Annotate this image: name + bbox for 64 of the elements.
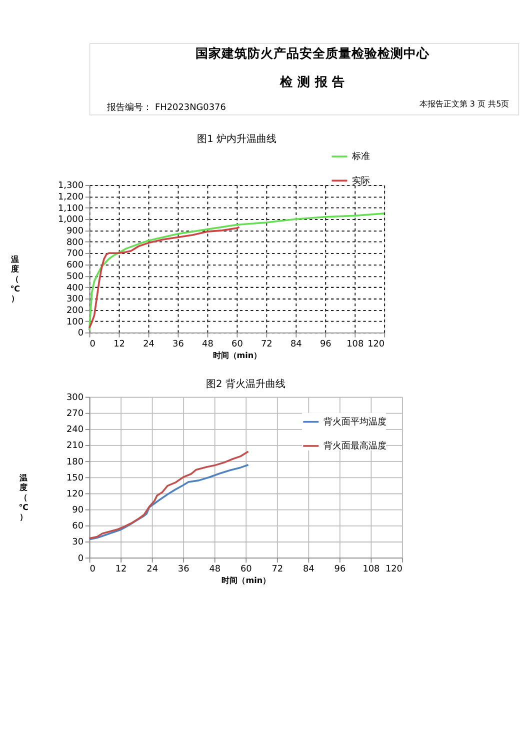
- legend-label: 标准: [351, 151, 370, 162]
- x-tick-label: 120: [385, 564, 403, 574]
- y-tick-label: 1,300: [58, 181, 84, 192]
- y-tick-label: 210: [66, 441, 84, 452]
- y-tick-label: 60: [72, 522, 84, 532]
- text: 报告编号： FH2023NG0376: [106, 102, 226, 114]
- x-tick-label: 36: [172, 339, 184, 350]
- y-tick-label: 180: [66, 457, 84, 468]
- y-tick-label: 600: [66, 260, 84, 271]
- y-tick-label: 100: [66, 317, 84, 328]
- y-tick-label: 150: [66, 473, 84, 484]
- y-tick-label: 900: [66, 226, 84, 237]
- x-tick-label: 60: [240, 564, 252, 574]
- y-axis-title: 温度（℃）: [18, 473, 29, 522]
- chart-title: 图2 背火温升曲线: [206, 378, 286, 390]
- x-tick-label: 72: [261, 339, 272, 350]
- y-tick-label: 120: [66, 489, 84, 500]
- x-tick-label: 108: [362, 564, 380, 574]
- y-tick-label: 200: [66, 306, 84, 316]
- y-tick-label: 400: [66, 283, 84, 294]
- x-tick-label: 48: [209, 564, 221, 574]
- y-tick-label: 30: [72, 538, 84, 548]
- x-axis-title: 时间（min）: [222, 576, 271, 586]
- line-series: [88, 226, 240, 329]
- y-tick-label: 0: [78, 554, 84, 564]
- x-tick-label: 96: [320, 339, 332, 350]
- x-tick-label: 48: [202, 339, 214, 350]
- x-axis-title: 时间（min）: [212, 350, 262, 360]
- x-tick-label: 24: [146, 564, 158, 574]
- y-tick-label: 1,100: [58, 204, 84, 214]
- y-tick-label: 270: [66, 409, 84, 420]
- y-tick-label: 700: [66, 249, 84, 260]
- x-tick-label: 60: [232, 339, 244, 350]
- y-tick-label: 240: [66, 425, 84, 436]
- x-tick-label: 12: [114, 339, 125, 350]
- line-series: [88, 464, 250, 540]
- y-tick-label: 1,200: [58, 192, 84, 203]
- x-tick-label: 0: [90, 339, 96, 350]
- x-tick-label: 84: [302, 564, 315, 574]
- legend-label: 实际: [352, 175, 370, 186]
- x-tick-label: 24: [143, 339, 155, 350]
- x-tick-label: 12: [115, 564, 127, 574]
- y-tick-label: 300: [66, 392, 84, 403]
- y-tick-label: 0: [78, 328, 84, 339]
- x-tick-label: 96: [334, 564, 346, 574]
- text: 国家建筑防火产品安全质量检验检测中心: [196, 45, 431, 60]
- text: 本报告正文第 3 页 共5页: [419, 99, 510, 108]
- x-tick-label: 72: [272, 564, 284, 574]
- x-tick-label: 36: [178, 564, 190, 574]
- text: 检 测 报 告: [279, 74, 346, 89]
- legend-label: 背火面平均温度: [323, 416, 386, 428]
- x-tick-label: 0: [90, 564, 96, 574]
- y-axis-title: 温度（℃）: [10, 254, 20, 304]
- chart-title: 图1 炉内升温曲线: [197, 133, 276, 146]
- line-series: [88, 450, 250, 540]
- y-tick-label: 800: [66, 238, 84, 248]
- legend-label: 背火面最高温度: [323, 440, 386, 452]
- x-tick-label: 120: [368, 339, 385, 350]
- y-tick-label: 500: [66, 272, 84, 282]
- x-tick-label: 108: [346, 339, 364, 350]
- y-tick-label: 300: [66, 294, 84, 305]
- x-tick-label: 84: [290, 339, 302, 350]
- y-tick-label: 90: [72, 506, 84, 516]
- y-tick-label: 1,000: [58, 215, 84, 226]
